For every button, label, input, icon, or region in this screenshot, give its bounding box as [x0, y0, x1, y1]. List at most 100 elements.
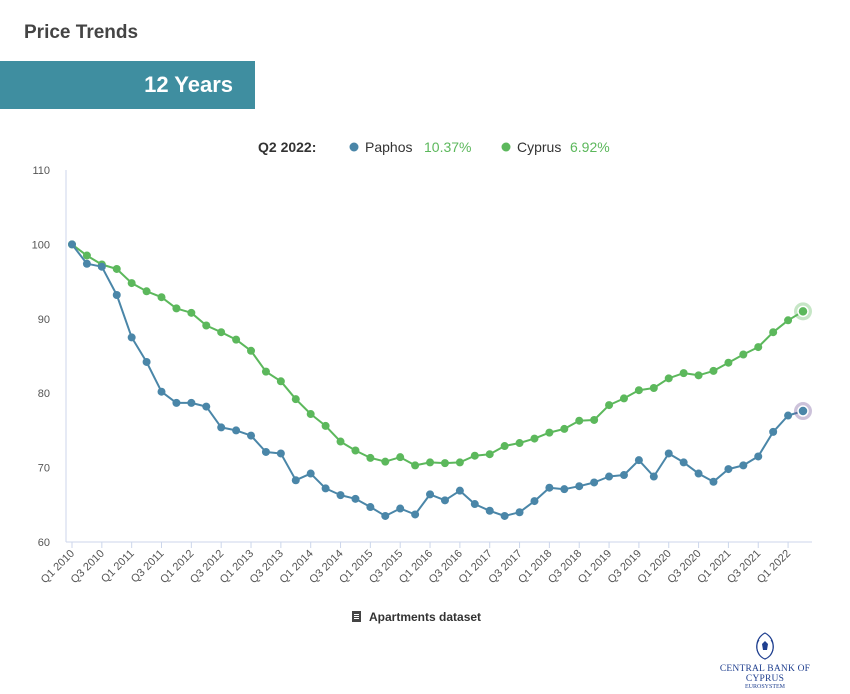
data-point-paphos[interactable] — [545, 483, 554, 492]
data-point-cyprus[interactable] — [306, 410, 315, 419]
data-point-cyprus[interactable] — [679, 369, 688, 378]
data-point-paphos[interactable] — [455, 486, 464, 495]
data-point-paphos[interactable] — [649, 472, 658, 481]
data-point-cyprus[interactable] — [724, 358, 733, 367]
data-point-paphos[interactable] — [142, 357, 151, 366]
data-point-cyprus[interactable] — [396, 453, 405, 462]
data-point-cyprus[interactable] — [351, 446, 360, 455]
data-point-paphos[interactable] — [336, 491, 345, 500]
data-point-paphos[interactable] — [82, 259, 91, 268]
data-point-cyprus[interactable] — [784, 316, 793, 325]
data-point-cyprus[interactable] — [217, 328, 226, 337]
data-point-paphos[interactable] — [485, 506, 494, 515]
data-point-cyprus[interactable] — [202, 321, 211, 330]
data-point-cyprus[interactable] — [590, 415, 599, 424]
data-point-paphos[interactable] — [664, 449, 673, 458]
data-point-cyprus[interactable] — [797, 305, 809, 318]
data-point-paphos[interactable] — [366, 503, 375, 512]
data-point-cyprus[interactable] — [426, 458, 435, 467]
data-point-paphos[interactable] — [560, 485, 569, 494]
data-point-cyprus[interactable] — [261, 367, 270, 376]
data-point-paphos[interactable] — [381, 511, 390, 520]
data-point-cyprus[interactable] — [739, 350, 748, 359]
data-point-cyprus[interactable] — [634, 386, 643, 395]
data-point-paphos[interactable] — [247, 431, 256, 440]
data-point-paphos[interactable] — [634, 456, 643, 465]
legend-item-cyprus[interactable]: Cyprus 6.92% — [501, 139, 610, 155]
data-point-cyprus[interactable] — [530, 434, 539, 443]
data-point-cyprus[interactable] — [664, 374, 673, 383]
data-point-cyprus[interactable] — [321, 421, 330, 430]
data-point-cyprus[interactable] — [694, 371, 703, 380]
data-point-paphos[interactable] — [784, 411, 793, 420]
data-point-paphos[interactable] — [396, 504, 405, 513]
data-point-paphos[interactable] — [530, 497, 539, 506]
data-point-cyprus[interactable] — [440, 459, 449, 468]
data-point-cyprus[interactable] — [82, 251, 91, 260]
data-point-paphos[interactable] — [440, 496, 449, 505]
data-point-cyprus[interactable] — [500, 442, 509, 451]
data-point-paphos[interactable] — [68, 240, 76, 249]
data-point-cyprus[interactable] — [366, 453, 375, 462]
data-point-cyprus[interactable] — [127, 279, 136, 288]
data-point-paphos[interactable] — [709, 477, 718, 486]
data-point-cyprus[interactable] — [142, 287, 151, 296]
data-point-paphos[interactable] — [769, 427, 778, 436]
data-point-cyprus[interactable] — [649, 383, 658, 392]
data-point-cyprus[interactable] — [545, 428, 554, 437]
data-point-paphos[interactable] — [217, 423, 226, 432]
dataset-label[interactable]: Apartments dataset — [352, 610, 481, 624]
data-point-cyprus[interactable] — [381, 457, 390, 466]
data-point-paphos[interactable] — [306, 469, 315, 478]
data-point-paphos[interactable] — [172, 398, 181, 407]
data-point-cyprus[interactable] — [470, 451, 479, 460]
data-point-cyprus[interactable] — [560, 424, 569, 433]
legend-item-paphos[interactable]: Paphos 10.37% — [349, 139, 472, 155]
data-point-paphos[interactable] — [605, 472, 614, 481]
data-point-cyprus[interactable] — [619, 394, 628, 403]
data-point-cyprus[interactable] — [411, 461, 420, 470]
data-point-paphos[interactable] — [97, 262, 106, 271]
data-point-cyprus[interactable] — [605, 401, 614, 410]
data-point-cyprus[interactable] — [187, 308, 196, 317]
data-point-cyprus[interactable] — [709, 366, 718, 375]
data-point-paphos[interactable] — [694, 469, 703, 478]
data-point-paphos[interactable] — [754, 452, 763, 461]
data-point-paphos[interactable] — [500, 511, 509, 520]
data-point-cyprus[interactable] — [157, 293, 166, 302]
data-point-cyprus[interactable] — [515, 439, 524, 448]
data-point-paphos[interactable] — [739, 461, 748, 470]
data-point-paphos[interactable] — [619, 471, 628, 480]
data-point-cyprus[interactable] — [485, 450, 494, 459]
data-point-paphos[interactable] — [261, 447, 270, 456]
data-point-paphos[interactable] — [112, 290, 121, 299]
data-point-paphos[interactable] — [127, 333, 136, 342]
data-point-paphos[interactable] — [291, 476, 300, 485]
data-point-paphos[interactable] — [426, 490, 435, 499]
data-point-paphos[interactable] — [157, 387, 166, 396]
data-point-paphos[interactable] — [232, 426, 241, 435]
range-banner[interactable]: 12 Years — [0, 61, 255, 109]
data-point-paphos[interactable] — [321, 484, 330, 493]
data-point-cyprus[interactable] — [769, 328, 778, 337]
data-point-paphos[interactable] — [411, 510, 420, 519]
data-point-cyprus[interactable] — [754, 343, 763, 352]
data-point-cyprus[interactable] — [455, 458, 464, 467]
data-point-cyprus[interactable] — [247, 346, 256, 355]
data-point-cyprus[interactable] — [276, 377, 285, 386]
data-point-paphos[interactable] — [797, 405, 809, 417]
data-point-cyprus[interactable] — [172, 304, 181, 313]
data-point-cyprus[interactable] — [336, 437, 345, 446]
data-point-paphos[interactable] — [276, 449, 285, 458]
data-point-paphos[interactable] — [470, 500, 479, 509]
data-point-cyprus[interactable] — [112, 264, 121, 273]
data-point-paphos[interactable] — [187, 398, 196, 407]
data-point-cyprus[interactable] — [291, 395, 300, 404]
data-point-cyprus[interactable] — [232, 335, 241, 344]
data-point-paphos[interactable] — [679, 458, 688, 467]
data-point-paphos[interactable] — [590, 478, 599, 487]
data-point-paphos[interactable] — [515, 508, 524, 517]
data-point-paphos[interactable] — [202, 402, 211, 411]
data-point-paphos[interactable] — [351, 494, 360, 503]
data-point-paphos[interactable] — [575, 482, 584, 491]
